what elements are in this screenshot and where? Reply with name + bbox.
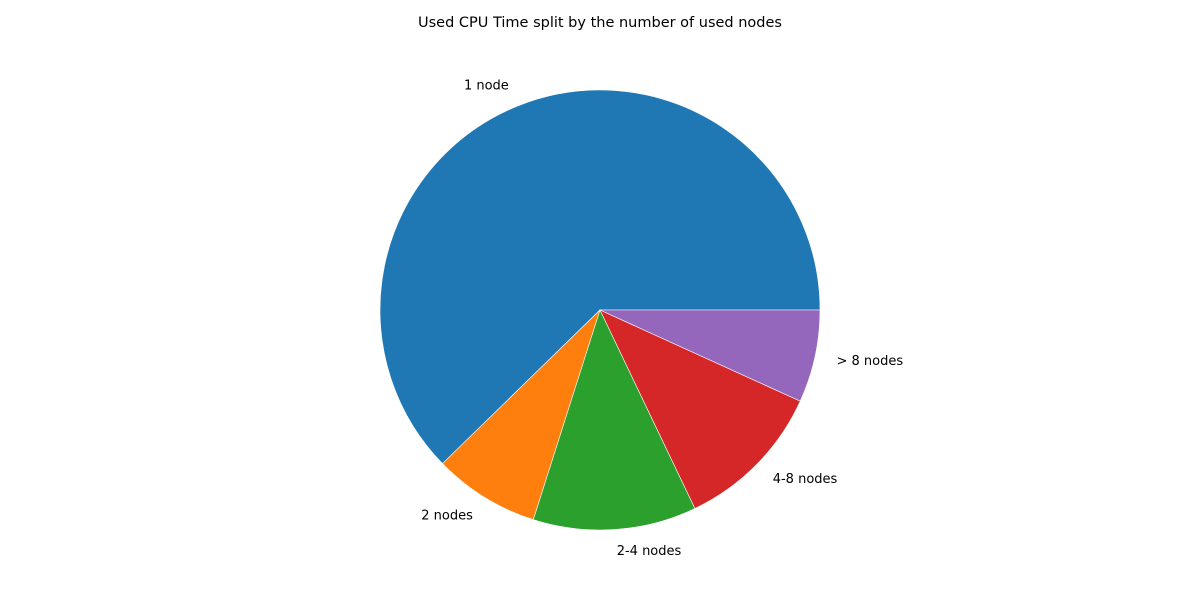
pie-labels: 1 node 2 nodes 2-4 nodes 4-8 nodes > 8 nodes (421, 78, 903, 559)
pie-slice-4-8-nodes (599, 309, 801, 509)
pie-label-4-8-nodes: 4-8 nodes (773, 472, 838, 487)
pie-slice-1-node (379, 89, 821, 465)
chart-title: Used CPU Time split by the number of use… (418, 15, 782, 31)
pie-slice-8-nodes (599, 309, 821, 402)
pie-label-2-4-nodes: 2-4 nodes (617, 544, 682, 559)
pie-label-2-nodes: 2 nodes (421, 508, 473, 523)
pie-label-8-nodes: > 8 nodes (836, 354, 903, 369)
pie-slices (379, 89, 821, 531)
pie-slice-2-4-nodes (532, 309, 696, 531)
pie-slice-2-nodes (442, 309, 601, 521)
pie-label-1-node: 1 node (464, 78, 509, 93)
